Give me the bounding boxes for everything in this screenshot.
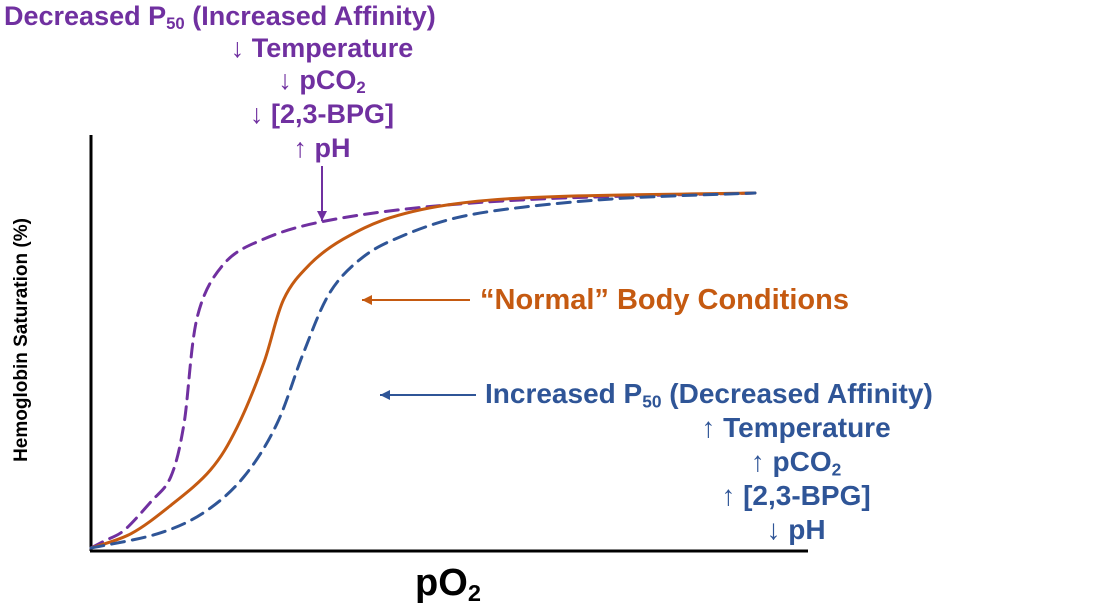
normal-curve [89, 191, 757, 550]
left-annotation-title: Decreased P50 (Increased Affinity) [4, 1, 436, 34]
left-annotation-pco2: ↓ pCO2 [278, 65, 366, 98]
left-annotation-temperature: ↓ Temperature [230, 33, 414, 63]
left-curve [89, 191, 757, 550]
right-pco2-sub: 2 [831, 459, 842, 480]
right-title-post: (Decreased Affinity) [661, 378, 933, 409]
right-annotation-pco2: ↑ pCO2 [750, 446, 842, 480]
left-title-sub: 50 [166, 14, 185, 34]
normal-annotation-label: “Normal” Body Conditions [480, 284, 849, 316]
normal-pointer-arrow-head [362, 295, 372, 305]
x-axis-label: pO2 [415, 562, 481, 605]
left-pco2-pre: ↓ pCO [278, 65, 357, 95]
right-pco2-pre: ↑ pCO [750, 446, 832, 477]
left-title-pre: Decreased P [4, 1, 167, 31]
pointer-arrows-group [317, 166, 476, 400]
curves-group [89, 191, 757, 550]
left-annotation-ph: ↑ pH [293, 133, 351, 163]
left-pco2-sub: 2 [356, 78, 366, 98]
right-annotation-bpg: ↑ [2,3-BPG] [721, 480, 871, 511]
right-title-pre: Increased P [485, 378, 643, 409]
right-pointer-arrow-head [380, 390, 390, 400]
x-axis-label-text: pO [415, 562, 468, 604]
right-curve [89, 191, 757, 550]
right-annotation-title: Increased P50 (Decreased Affinity) [485, 378, 933, 412]
left-pointer-arrow-head [317, 211, 327, 221]
left-annotation-bpg: ↓ [2,3-BPG] [249, 99, 395, 129]
left-title-post: (Increased Affinity) [184, 1, 436, 31]
right-title-sub: 50 [642, 391, 662, 412]
right-annotation-temperature: ↑ Temperature [701, 412, 891, 443]
y-axis-label: Hemoglobin Saturation (%) [11, 218, 32, 462]
right-annotation-ph: ↓ pH [766, 514, 826, 545]
x-axis-label-subscript: 2 [467, 579, 481, 606]
